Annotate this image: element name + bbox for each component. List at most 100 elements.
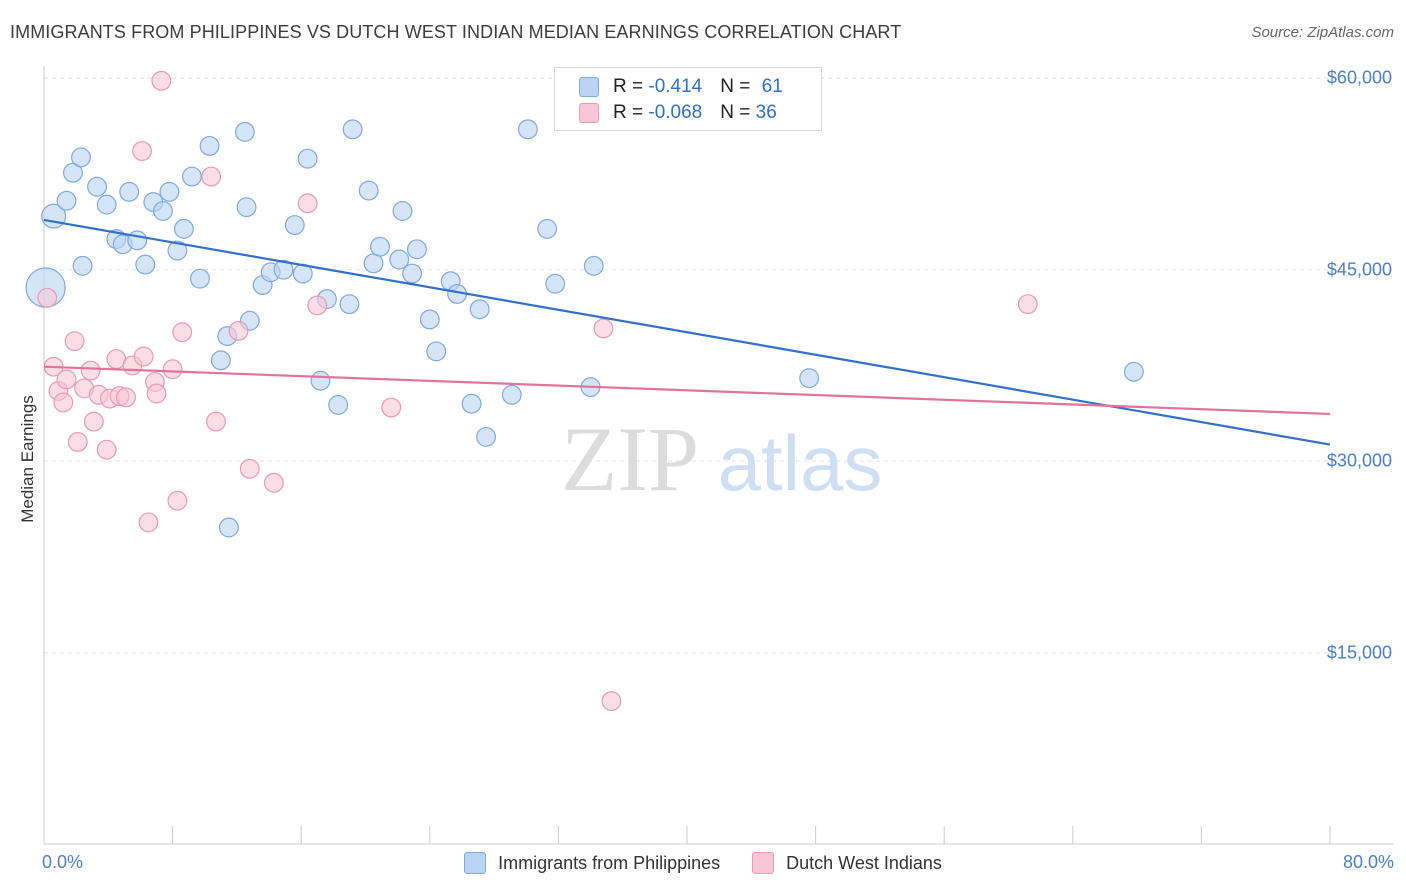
- data-point: [96, 194, 117, 215]
- data-point: [210, 350, 231, 371]
- data-point: [236, 197, 257, 218]
- data-point: [328, 395, 349, 415]
- data-point: [173, 218, 194, 239]
- data-point: [358, 180, 379, 201]
- data-point: [307, 295, 328, 316]
- data-point: [501, 384, 522, 405]
- data-point: [297, 193, 318, 214]
- y-axis-label: Median Earnings: [18, 395, 37, 523]
- watermark-atlas: atlas: [718, 419, 883, 507]
- y-tick-label: $45,000: [1326, 259, 1392, 280]
- data-point: [80, 360, 101, 381]
- data-point: [67, 432, 88, 452]
- grid-lines: [44, 77, 1394, 654]
- data-point: [517, 119, 538, 140]
- data-point: [62, 162, 83, 183]
- trend-lines: [43, 218, 1331, 446]
- data-point: [234, 121, 255, 142]
- data-point: [133, 346, 154, 367]
- data-point: [419, 309, 440, 330]
- trend-line: [43, 365, 1331, 416]
- data-point: [37, 287, 58, 308]
- n-label: N =: [720, 102, 756, 123]
- legend-item-dutch-west-indians[interactable]: Dutch West Indians: [752, 852, 942, 874]
- data-point: [56, 190, 77, 211]
- n-label: N =: [720, 76, 756, 97]
- data-point: [116, 387, 136, 408]
- data-point: [206, 411, 226, 432]
- pink-swatch-icon: [752, 852, 775, 874]
- data-point: [239, 458, 260, 479]
- series-dutch-west-indians: [37, 70, 1038, 712]
- data-point: [201, 166, 222, 187]
- blue-swatch-icon: [579, 77, 599, 97]
- data-point: [96, 439, 117, 460]
- data-point: [228, 321, 249, 341]
- n-value: 61: [761, 76, 783, 97]
- data-point: [363, 253, 384, 274]
- data-point: [153, 201, 173, 221]
- data-point: [593, 318, 614, 339]
- blue-swatch-icon: [464, 852, 487, 874]
- data-point: [64, 331, 85, 352]
- data-point: [138, 512, 159, 533]
- data-point: [297, 148, 318, 169]
- data-point: [370, 236, 390, 257]
- data-point: [426, 341, 447, 362]
- data-point: [461, 393, 482, 414]
- data-point: [151, 70, 172, 91]
- data-point: [284, 215, 305, 235]
- data-point: [583, 255, 604, 276]
- y-tick-label: $30,000: [1326, 450, 1392, 471]
- r-value: -0.068: [648, 102, 703, 123]
- data-point: [545, 273, 566, 294]
- data-point: [56, 369, 77, 390]
- r-label: R =: [613, 102, 649, 123]
- data-point: [132, 141, 153, 161]
- data-point: [127, 230, 148, 251]
- data-point: [402, 263, 423, 284]
- data-point: [476, 426, 497, 447]
- source-label: Source: ZipAtlas.com: [1251, 24, 1394, 41]
- data-point: [71, 147, 91, 168]
- data-point: [87, 176, 107, 197]
- data-point: [406, 239, 427, 260]
- y-tick-label: $60,000: [1326, 67, 1392, 88]
- data-point: [159, 181, 180, 202]
- data-point: [167, 240, 188, 261]
- data-point: [601, 691, 622, 712]
- data-point: [53, 392, 74, 413]
- watermark-zip: ZIP: [561, 408, 699, 510]
- n-value: 36: [755, 102, 777, 123]
- data-point: [218, 517, 239, 538]
- data-point: [146, 383, 167, 404]
- data-point: [1123, 361, 1144, 382]
- x-tick-max: 80.0%: [1342, 852, 1394, 872]
- data-point: [189, 268, 210, 289]
- data-point: [469, 299, 490, 320]
- data-point: [181, 166, 202, 187]
- data-point: [392, 201, 413, 221]
- data-point: [167, 490, 188, 511]
- chart-title: IMMIGRANTS FROM PHILIPPINES VS DUTCH WES…: [10, 22, 902, 42]
- x-tick-min: 0.0%: [42, 852, 84, 872]
- correlation-legend: R = -0.414 N = 61 R = -0.068 N = 36: [554, 67, 822, 131]
- pink-swatch-icon: [579, 103, 599, 123]
- series-legend: Immigrants from Philippines Dutch West I…: [0, 852, 1406, 874]
- data-point: [273, 259, 294, 280]
- data-point: [162, 359, 183, 380]
- data-point: [83, 411, 104, 432]
- y-tick-label: $15,000: [1326, 642, 1392, 663]
- legend-row-philippines: R = -0.414 N = 61: [579, 75, 783, 99]
- r-value: -0.414: [648, 76, 703, 97]
- data-point: [199, 135, 220, 156]
- data-point: [537, 218, 558, 239]
- data-point: [310, 370, 331, 391]
- data-point: [263, 472, 284, 493]
- legend-row-dutch-west-indians: R = -0.068 N = 36: [579, 101, 777, 125]
- data-point: [381, 397, 402, 418]
- r-label: R =: [613, 76, 649, 97]
- data-point: [72, 255, 93, 276]
- legend-item-philippines[interactable]: Immigrants from Philippines: [464, 852, 720, 874]
